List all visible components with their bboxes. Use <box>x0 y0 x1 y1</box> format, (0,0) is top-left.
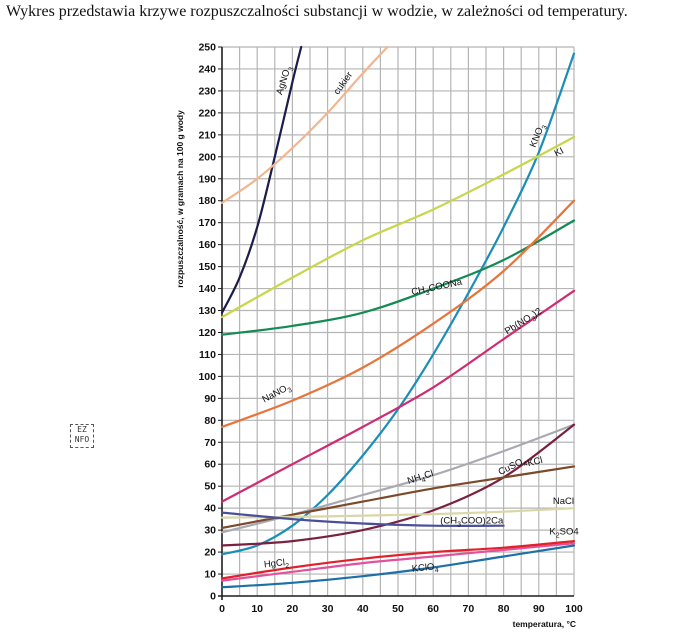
x-tick-label: 20 <box>287 603 299 615</box>
y-tick-label: 130 <box>198 305 216 317</box>
series-line-cuso4 <box>220 423 576 547</box>
series-line-cukier <box>220 45 389 204</box>
y-tick-label: 0 <box>210 591 216 603</box>
series-label-ch3coo-2ca: (CH3COO)2Ca <box>440 516 504 529</box>
series-label-nacl: NaCl <box>553 496 574 507</box>
y-tick-label: 200 <box>198 151 216 163</box>
x-tick-label: 90 <box>533 603 545 615</box>
chart-heading: Wykres przedstawia krzywe rozpuszczalnoś… <box>6 3 628 20</box>
series-line-nano3 <box>220 199 576 428</box>
y-tick-label: 160 <box>198 239 216 251</box>
series-line-hgcl2 <box>220 540 576 580</box>
y-tick-label: 210 <box>198 129 216 141</box>
y-tick-label: 170 <box>198 217 216 229</box>
series-line-pb-no3-2 <box>220 289 576 503</box>
y-tick-label: 250 <box>198 42 216 54</box>
x-tick-label: 0 <box>219 603 225 615</box>
y-tick-label: 220 <box>198 107 216 119</box>
series-label-kclo4: KClO4 <box>411 561 439 577</box>
x-tick-label: 50 <box>392 603 404 615</box>
y-tick-label: 80 <box>204 415 216 427</box>
series-line-k2so4 <box>220 542 576 582</box>
series-line-ch3coo-2ca <box>220 511 505 527</box>
series-label-kcl: KCl <box>526 455 544 469</box>
series-line-ch3coona <box>220 219 576 336</box>
x-tick-label: 80 <box>498 603 510 615</box>
series-label-hgcl2: HgCl2 <box>263 557 289 573</box>
curves <box>220 45 576 589</box>
x-tick-label: 70 <box>463 603 475 615</box>
series-label-k2so4: K2SO4 <box>549 527 578 540</box>
series-line-kno3 <box>220 52 576 556</box>
series-label-nh4cl: NH4Cl <box>406 468 435 489</box>
y-tick-label: 90 <box>204 393 216 405</box>
x-tick-label: 40 <box>357 603 369 615</box>
y-tick-label: 190 <box>198 173 216 185</box>
series-line-ki <box>220 135 576 319</box>
y-tick-label: 150 <box>198 261 216 273</box>
series-line-kclo4 <box>220 544 576 589</box>
x-axis-label: temperatura, °C <box>513 619 576 629</box>
y-tick-label: 120 <box>198 327 216 339</box>
y-tick-label: 70 <box>204 437 216 449</box>
y-tick-label: 30 <box>204 525 216 537</box>
y-tick-label: 10 <box>204 569 216 581</box>
y-tick-label: 60 <box>204 459 216 471</box>
x-tick-label: 60 <box>427 603 439 615</box>
y-tick-label: 50 <box>204 481 216 493</box>
x-tick-label: 10 <box>251 603 263 615</box>
y-tick-label: 140 <box>198 283 216 295</box>
tick-labels: 0102030405060708090100110120130140150160… <box>198 42 582 616</box>
y-axis-label: rozpuszczalność, w gramach na 100 g wody <box>175 110 185 288</box>
y-tick-label: 100 <box>198 371 216 383</box>
y-tick-label: 110 <box>199 349 216 361</box>
y-tick-label: 230 <box>198 85 216 97</box>
series-line-agno3 <box>220 45 303 314</box>
y-tick-label: 180 <box>198 195 216 207</box>
site-logo: EZ NFO <box>70 424 94 448</box>
y-tick-label: 240 <box>198 63 216 75</box>
x-tick-label: 100 <box>565 603 583 615</box>
x-tick-label: 30 <box>322 603 334 615</box>
series-line-nacl <box>220 507 576 519</box>
y-tick-label: 40 <box>204 503 216 515</box>
y-tick-label: 20 <box>204 547 216 559</box>
